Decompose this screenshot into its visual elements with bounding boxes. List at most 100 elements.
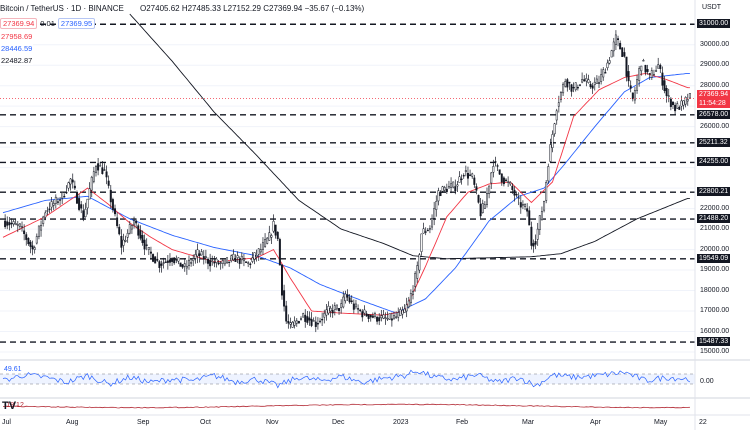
candle-body — [652, 74, 655, 76]
candle-body — [538, 215, 541, 230]
price-tick-label: 18000.00 — [700, 286, 730, 294]
candle-body — [274, 224, 277, 236]
candle-body — [230, 255, 233, 262]
candle-body — [116, 217, 119, 227]
sell-button[interactable]: 27369.94 — [0, 18, 38, 29]
candle — [390, 312, 393, 327]
candle — [363, 305, 366, 316]
candle — [198, 250, 201, 263]
candle-body — [342, 296, 345, 308]
candle-body — [409, 293, 412, 304]
candle-body — [344, 293, 347, 302]
candle — [532, 239, 535, 253]
candle-body — [674, 104, 677, 112]
candle — [297, 320, 300, 324]
candle-body — [386, 318, 389, 320]
candle-body — [329, 307, 332, 312]
candlestick-series — [4, 30, 691, 333]
candle — [63, 193, 66, 198]
candle-body — [378, 317, 381, 322]
candle-body — [363, 309, 366, 314]
price-tick-label: 17000.00 — [700, 307, 730, 315]
price-tick-label: 29000.00 — [700, 61, 730, 69]
candle-body — [638, 68, 641, 81]
candle-body — [631, 92, 634, 100]
candle-body — [69, 178, 72, 185]
candle — [540, 206, 543, 221]
candle — [678, 105, 681, 110]
candle-body — [604, 72, 607, 74]
candle-body — [270, 235, 273, 238]
candle-body — [37, 225, 40, 237]
candle — [667, 88, 670, 103]
level-price-tag: 26578.00 — [697, 109, 731, 119]
candle — [617, 35, 620, 47]
candle — [107, 175, 110, 189]
candle — [230, 254, 233, 263]
candle-body — [261, 242, 264, 250]
candle — [101, 161, 104, 175]
candle-body — [128, 224, 131, 234]
candle-body — [126, 232, 129, 238]
candle — [223, 258, 226, 267]
ma20-legend[interactable]: 27958.69 — [0, 32, 95, 41]
candle-body — [200, 251, 203, 256]
price-tick-label: 20000.00 — [700, 245, 730, 253]
candle — [397, 307, 400, 322]
candle-body — [570, 84, 573, 92]
candle-body — [8, 222, 11, 226]
candle — [475, 183, 478, 195]
candle-body — [35, 236, 38, 244]
candle — [555, 108, 558, 125]
candle-body — [219, 262, 222, 264]
candle — [412, 285, 415, 300]
candle-body — [669, 98, 672, 107]
candle-body — [40, 224, 43, 231]
candle — [308, 311, 311, 326]
candle — [59, 197, 62, 206]
candle-body — [168, 259, 171, 263]
candle-body — [435, 201, 438, 210]
candle — [365, 310, 368, 317]
candle-body — [118, 226, 121, 235]
candle — [278, 237, 281, 266]
price-tick-label: 22000.00 — [700, 204, 730, 212]
buy-button[interactable]: 27369.95 — [57, 18, 96, 29]
level-price-tag: 19549.09 — [697, 253, 731, 263]
symbol-label[interactable]: Bitcoin / TetherUS · 1D · BINANCE — [0, 4, 124, 13]
candle-body — [376, 316, 379, 322]
candle-body — [623, 52, 626, 57]
currency-label[interactable]: USDT — [702, 4, 722, 11]
candle-body — [327, 305, 330, 314]
candle — [471, 172, 474, 179]
candle — [280, 264, 283, 300]
candle-body — [526, 208, 529, 212]
candle-body — [581, 79, 584, 83]
candle — [139, 225, 142, 241]
candle — [276, 231, 279, 242]
candle-body — [306, 316, 309, 323]
candle — [335, 304, 338, 311]
candle-body — [486, 193, 488, 205]
candle — [342, 291, 345, 309]
candle-body — [109, 189, 112, 203]
candle-body — [285, 305, 288, 322]
candle — [82, 204, 85, 222]
candle-body — [496, 165, 499, 167]
candle-body — [458, 176, 461, 183]
candle — [283, 284, 286, 312]
candle — [631, 92, 634, 102]
candle-body — [437, 190, 440, 202]
ma50-legend[interactable]: 28446.59 — [0, 44, 95, 53]
candle-body — [494, 161, 497, 163]
candle — [543, 200, 546, 213]
candle-body — [576, 86, 579, 89]
candle-body — [500, 173, 503, 183]
candle-body — [213, 261, 216, 264]
ma50-line — [2, 72, 690, 314]
candle-body — [373, 313, 376, 317]
ma200-legend[interactable]: 22482.87 — [0, 56, 95, 65]
candle — [393, 311, 395, 320]
candle-body — [31, 245, 34, 250]
